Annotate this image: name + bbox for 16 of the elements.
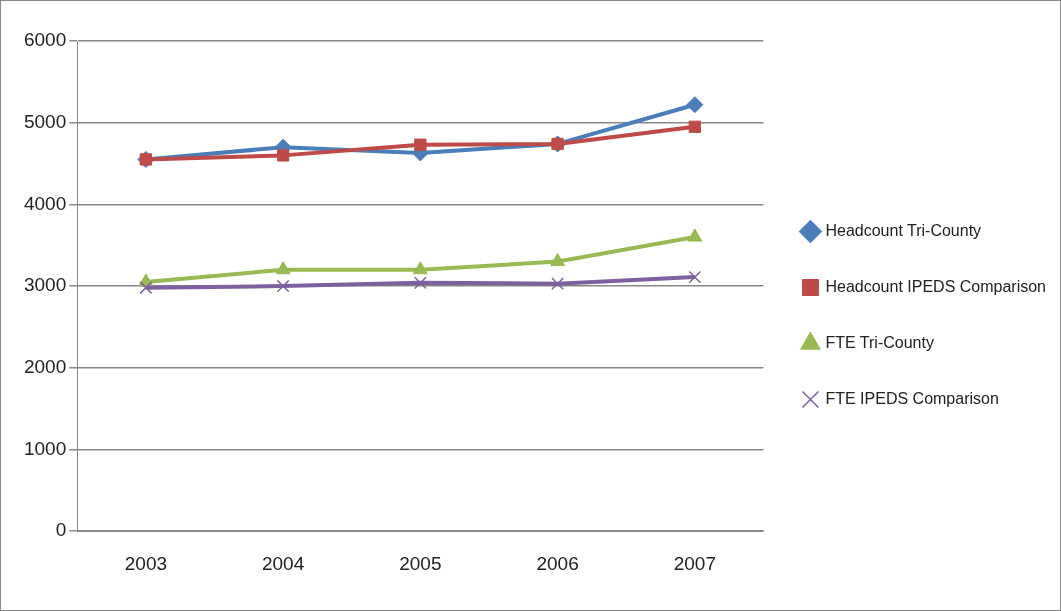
x-tick-label: 2006 — [536, 552, 579, 574]
legend-label: Headcount IPEDS Comparison — [825, 277, 1047, 295]
x-tick-label: 2007 — [673, 552, 716, 574]
y-tick-label: 3000 — [23, 274, 67, 296]
y-tick-label: 4000 — [23, 192, 67, 214]
y-tick-label: 1000 — [23, 437, 67, 459]
y-tick-label: 5000 — [23, 110, 67, 132]
x-tick-label: 2003 — [124, 552, 168, 574]
y-tick-label: 0 — [55, 519, 67, 541]
legend-label: Headcount Tri-County — [825, 221, 982, 239]
legend-label: FTE Tri-County — [825, 333, 934, 351]
x-tick-label: 2005 — [399, 552, 442, 574]
x-tick-label: 2004 — [261, 552, 305, 574]
legend-label: FTE IPEDS Comparison — [825, 389, 999, 407]
y-tick-label: 2000 — [23, 356, 67, 378]
y-tick-label: 6000 — [23, 29, 67, 51]
